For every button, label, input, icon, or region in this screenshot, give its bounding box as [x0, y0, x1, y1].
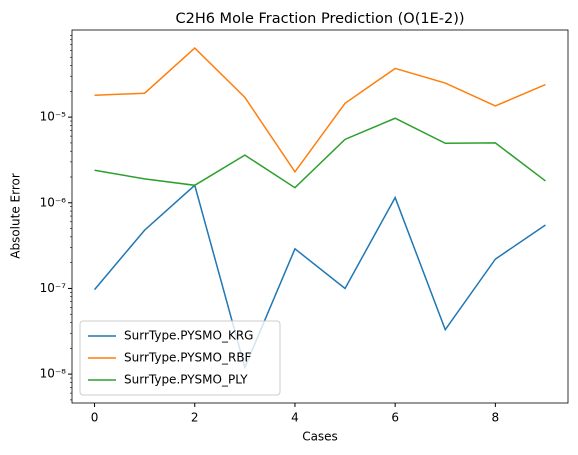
x-axis-label: Cases: [302, 430, 338, 444]
x-tick-label: 0: [91, 411, 99, 425]
plot-frame: [71, 29, 569, 404]
legend-label: SurrType.PYSMO_RBF: [124, 351, 252, 365]
y-tick-label: 10⁻⁵: [40, 110, 67, 124]
y-tick-label: 10⁻⁷: [40, 281, 67, 295]
y-tick-label: 10⁻⁶: [40, 195, 67, 209]
series-line: [94, 117, 546, 189]
x-tick-label: 2: [191, 411, 199, 425]
series-line: [94, 47, 546, 174]
chart-title: C2H6 Mole Fraction Prediction (O(1E-2)): [175, 11, 464, 27]
legend-label: SurrType.PYSMO_PLY: [124, 373, 248, 387]
y-axis-label: Absolute Error: [9, 173, 23, 259]
y-tick-label: 10⁻⁸: [40, 367, 67, 381]
series-line: [93, 183, 546, 370]
x-tick-label: 6: [391, 411, 399, 425]
legend-box: [79, 320, 281, 396]
legend-label: SurrType.PYSMO_KRG: [124, 329, 253, 343]
x-tick-label: 4: [291, 411, 299, 425]
x-tick-label: 8: [492, 411, 500, 425]
